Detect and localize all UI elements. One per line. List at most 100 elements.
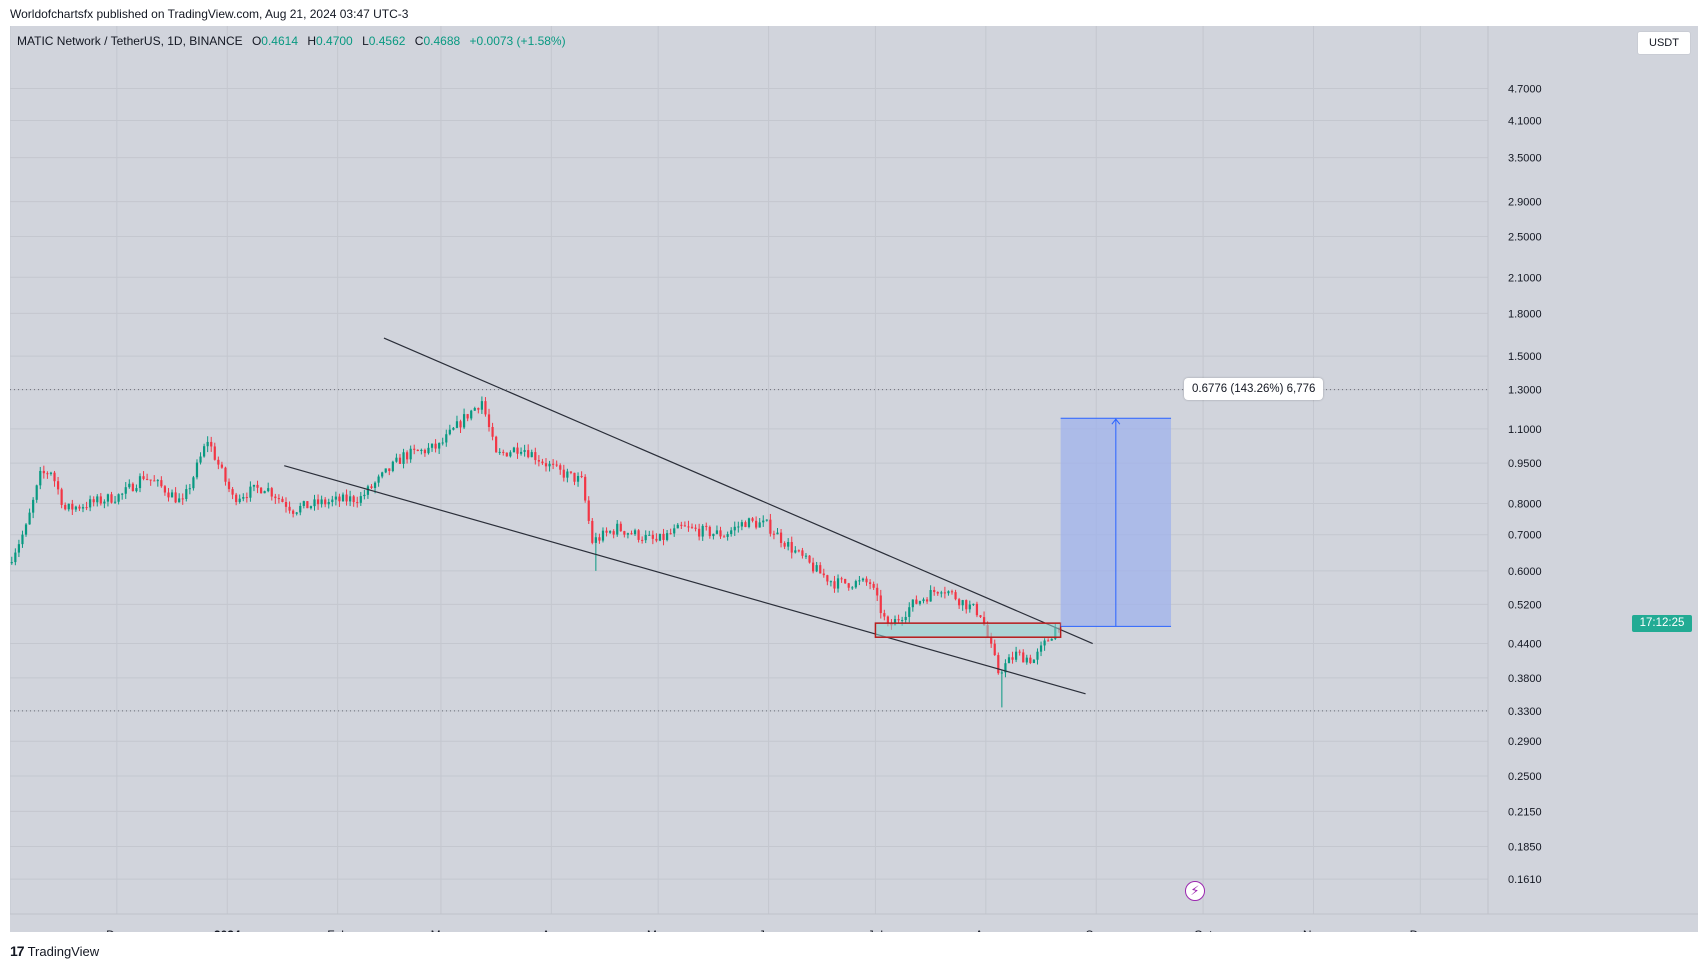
candle-body <box>313 499 316 507</box>
candle-body <box>217 459 220 465</box>
candle-body <box>416 449 419 451</box>
candle-body <box>185 489 188 499</box>
candle-body <box>413 448 416 450</box>
candle-body <box>1000 672 1003 674</box>
candle-body <box>787 541 790 547</box>
candle-body <box>138 476 142 489</box>
tradingview-logo-icon: 17 <box>10 943 25 959</box>
candle-body <box>908 607 911 617</box>
candle-body <box>32 499 35 513</box>
measure-tool-label[interactable]: 0.6776 (143.26%) 6,776 <box>1184 378 1324 400</box>
candle-body <box>438 442 441 449</box>
candle-body <box>619 523 622 532</box>
y-tick-label: 0.2500 <box>1508 771 1542 783</box>
candle-body <box>569 471 573 473</box>
candle-body <box>81 507 85 509</box>
candle-body <box>641 539 644 541</box>
candle-body <box>163 486 167 493</box>
candle-body <box>1032 659 1036 664</box>
candle-body <box>420 449 423 451</box>
candle-body <box>708 526 711 537</box>
candle-body <box>235 494 238 503</box>
candle-body <box>220 464 224 468</box>
candle-body <box>737 526 740 528</box>
candle-body <box>812 562 815 572</box>
candle-body <box>851 587 854 589</box>
candle-body <box>195 462 199 478</box>
candle-body <box>879 595 882 614</box>
candle-body <box>509 452 512 457</box>
candle-body <box>779 532 783 543</box>
candle-body <box>1036 651 1039 660</box>
candle-body <box>409 448 412 460</box>
candle-body <box>591 520 594 543</box>
x-tick-label: Apr <box>542 928 561 932</box>
y-tick-label: 2.5000 <box>1508 231 1542 243</box>
candle-body <box>92 499 95 503</box>
candle-body <box>370 486 373 488</box>
candle-body <box>797 550 800 552</box>
candle-body <box>840 578 843 580</box>
candle-body <box>644 534 647 541</box>
x-tick-label: Mar <box>431 928 452 932</box>
candle-body <box>423 449 427 454</box>
candle-body <box>473 408 476 411</box>
footer-brand-name: TradingView <box>27 943 100 959</box>
candle-body <box>648 534 651 536</box>
candle-body <box>256 484 259 488</box>
y-tick-label: 1.1000 <box>1508 424 1542 436</box>
x-tick-label: Jun <box>759 928 778 932</box>
candle-body <box>160 480 163 487</box>
candle-body <box>113 501 117 503</box>
currency-button[interactable]: USDT <box>1637 31 1691 55</box>
candle-body <box>544 463 548 467</box>
x-tick-label: Dec <box>1410 928 1431 932</box>
price-chart[interactable]: 4.7000 4.1000 3.5000 2.9000 2.5000 2.1000 1.80… <box>10 26 1698 932</box>
y-tick-label: 1.3000 <box>1508 385 1542 397</box>
candle-body <box>769 519 772 534</box>
candle-body <box>576 475 580 482</box>
candle-body <box>744 522 747 528</box>
candle-body <box>502 451 505 453</box>
candle-body <box>705 525 708 527</box>
candle-body <box>751 518 754 521</box>
candle-body <box>947 591 950 594</box>
candle-body <box>865 578 868 583</box>
candle-body <box>847 583 850 588</box>
candle-body <box>99 496 102 504</box>
candle-body <box>455 421 459 428</box>
candle-body <box>302 501 305 506</box>
candle-body <box>288 506 291 511</box>
candle-body <box>555 464 558 466</box>
lightning-bolt-icon[interactable]: ⚡ <box>1185 881 1205 901</box>
candle-body <box>96 496 99 503</box>
candle-body <box>299 505 302 513</box>
candle-body <box>331 499 334 503</box>
candle-body <box>886 616 890 624</box>
candle-body <box>801 550 804 556</box>
close-value: 0.4688 <box>423 34 461 48</box>
candle-body <box>60 489 63 505</box>
candle-body <box>918 601 922 604</box>
candle-body <box>961 600 964 606</box>
x-tick-label: Jul <box>868 928 883 932</box>
candle-body <box>975 603 979 616</box>
x-tick-label: Nov <box>1303 928 1324 932</box>
chart-area[interactable] <box>10 26 1698 932</box>
candle-body <box>936 592 939 594</box>
high-value: 0.4700 <box>316 34 353 48</box>
candle-body <box>883 613 886 617</box>
candle-body <box>153 480 156 482</box>
candle-body <box>135 488 138 492</box>
candle-body <box>359 496 362 503</box>
candle-body <box>295 512 298 514</box>
candle-body <box>922 599 925 602</box>
candle-body <box>227 481 231 490</box>
candle-body <box>719 530 722 537</box>
candle-body <box>480 401 483 410</box>
candle-body <box>676 524 679 529</box>
candle-body <box>598 537 601 541</box>
candle-body <box>89 499 92 508</box>
candle-body <box>868 582 872 584</box>
candle-body <box>523 450 526 452</box>
